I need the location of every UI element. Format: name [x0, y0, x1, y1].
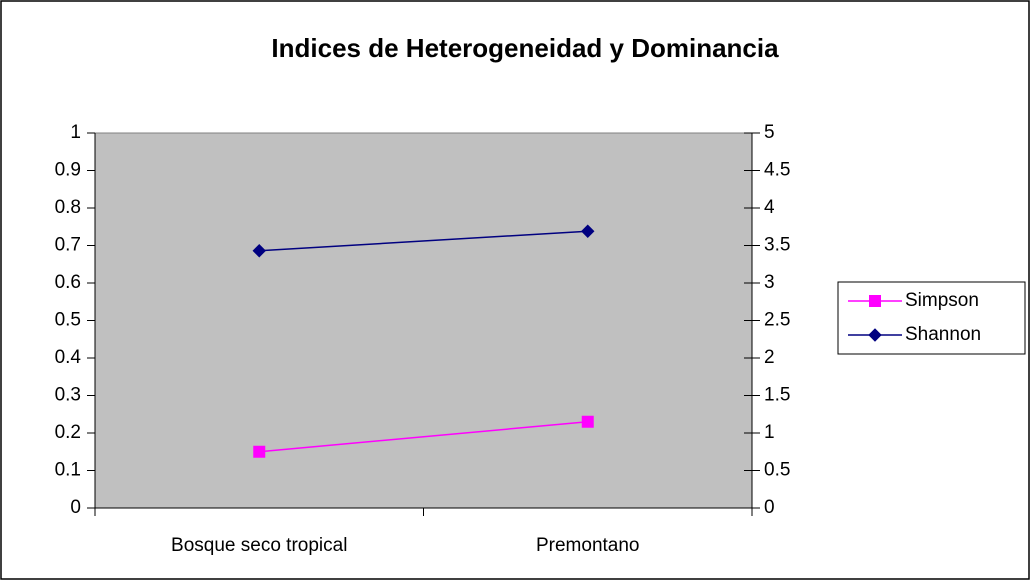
legend-label: Simpson	[905, 290, 979, 311]
y2-tick-label: 0.5	[764, 460, 790, 481]
y2-tick-label: 1.5	[764, 385, 790, 406]
y2-tick-label: 4	[764, 197, 775, 218]
data-point	[252, 244, 266, 258]
legend	[837, 281, 1026, 355]
y-tick-label: 0.8	[55, 197, 81, 218]
y-tick-label: 0.7	[55, 235, 81, 256]
x-tick-label: Premontano	[536, 535, 640, 556]
y-tick-label: 1	[70, 122, 81, 143]
y-tick-label: 0.1	[55, 460, 81, 481]
series-line	[259, 421, 588, 453]
y-tick-label: 0.5	[55, 310, 81, 331]
y2-tick-label: 0	[764, 497, 775, 518]
y2-tick-label: 3	[764, 272, 775, 293]
y2-tick-label: 2.5	[764, 310, 790, 331]
y-tick-label: 0.3	[55, 385, 81, 406]
y2-tick-label: 4.5	[764, 160, 790, 181]
y2-tick-label: 1	[764, 422, 775, 443]
legend-marker	[869, 295, 881, 307]
y2-tick-label: 3.5	[764, 235, 790, 256]
data-point	[581, 224, 595, 238]
x-tick-label: Bosque seco tropical	[171, 535, 347, 556]
y-tick-label: 0.4	[55, 347, 82, 368]
chart-title: Indices de Heterogeneidad y Dominancia	[271, 33, 779, 63]
y2-tick-label: 5	[764, 122, 775, 143]
series-line	[259, 230, 588, 252]
y2-tick-label: 2	[764, 347, 775, 368]
data-point	[253, 445, 266, 458]
data-point	[581, 415, 594, 428]
y-tick-label: 0.9	[55, 160, 81, 181]
legend-label: Shannon	[905, 324, 981, 345]
plot-area	[94, 132, 753, 509]
y-tick-label: 0.6	[55, 272, 81, 293]
y-tick-label: 0.2	[55, 422, 81, 443]
y-tick-label: 0	[70, 497, 81, 518]
legend-marker	[868, 328, 882, 342]
